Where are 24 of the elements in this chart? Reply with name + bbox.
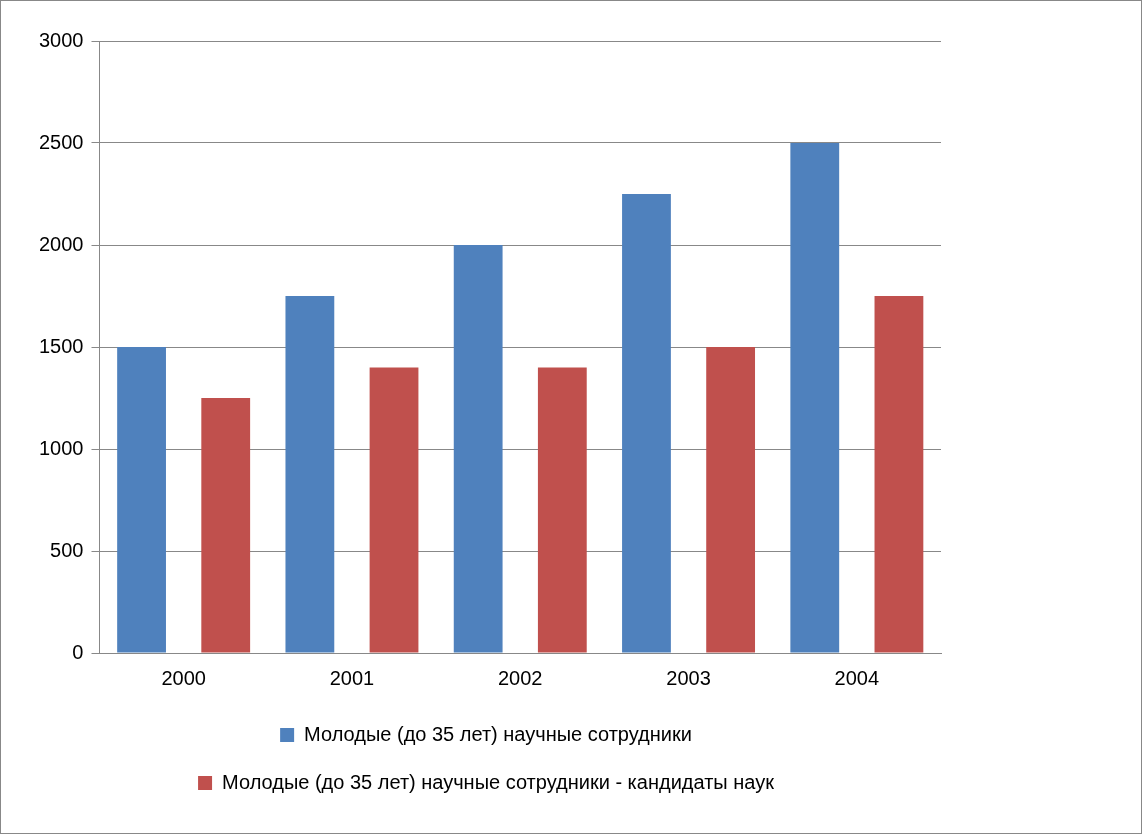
y-tick-label: 2500 xyxy=(38,130,84,153)
bar xyxy=(537,367,587,653)
legend-label: Молодые (до 35 лет) научные сотрудники - кандидаты наук xyxy=(222,770,775,793)
y-tick-label: 3000 xyxy=(38,28,84,51)
bar xyxy=(117,347,166,653)
y-tick-label: 1000 xyxy=(38,436,84,459)
bar xyxy=(453,245,503,653)
x-tick-label: 2002 xyxy=(498,666,543,689)
bar xyxy=(201,398,251,653)
x-tick-label: 2001 xyxy=(329,666,375,689)
bar xyxy=(706,347,756,653)
y-tick-label: 0 xyxy=(72,640,84,663)
x-tick-label: 2004 xyxy=(834,666,880,689)
y-tick-label: 500 xyxy=(50,538,84,561)
bar xyxy=(285,296,335,653)
bar xyxy=(369,367,419,653)
x-tick-label: 2000 xyxy=(161,666,206,689)
bar xyxy=(622,194,671,653)
y-tick-label: 2000 xyxy=(38,232,84,255)
y-tick-label: 1500 xyxy=(38,334,84,357)
x-tick-label: 2003 xyxy=(666,666,711,689)
bar xyxy=(874,296,924,653)
legend-label: Молодые (до 35 лет) научные сотрудники xyxy=(304,722,692,745)
bar xyxy=(790,143,840,653)
